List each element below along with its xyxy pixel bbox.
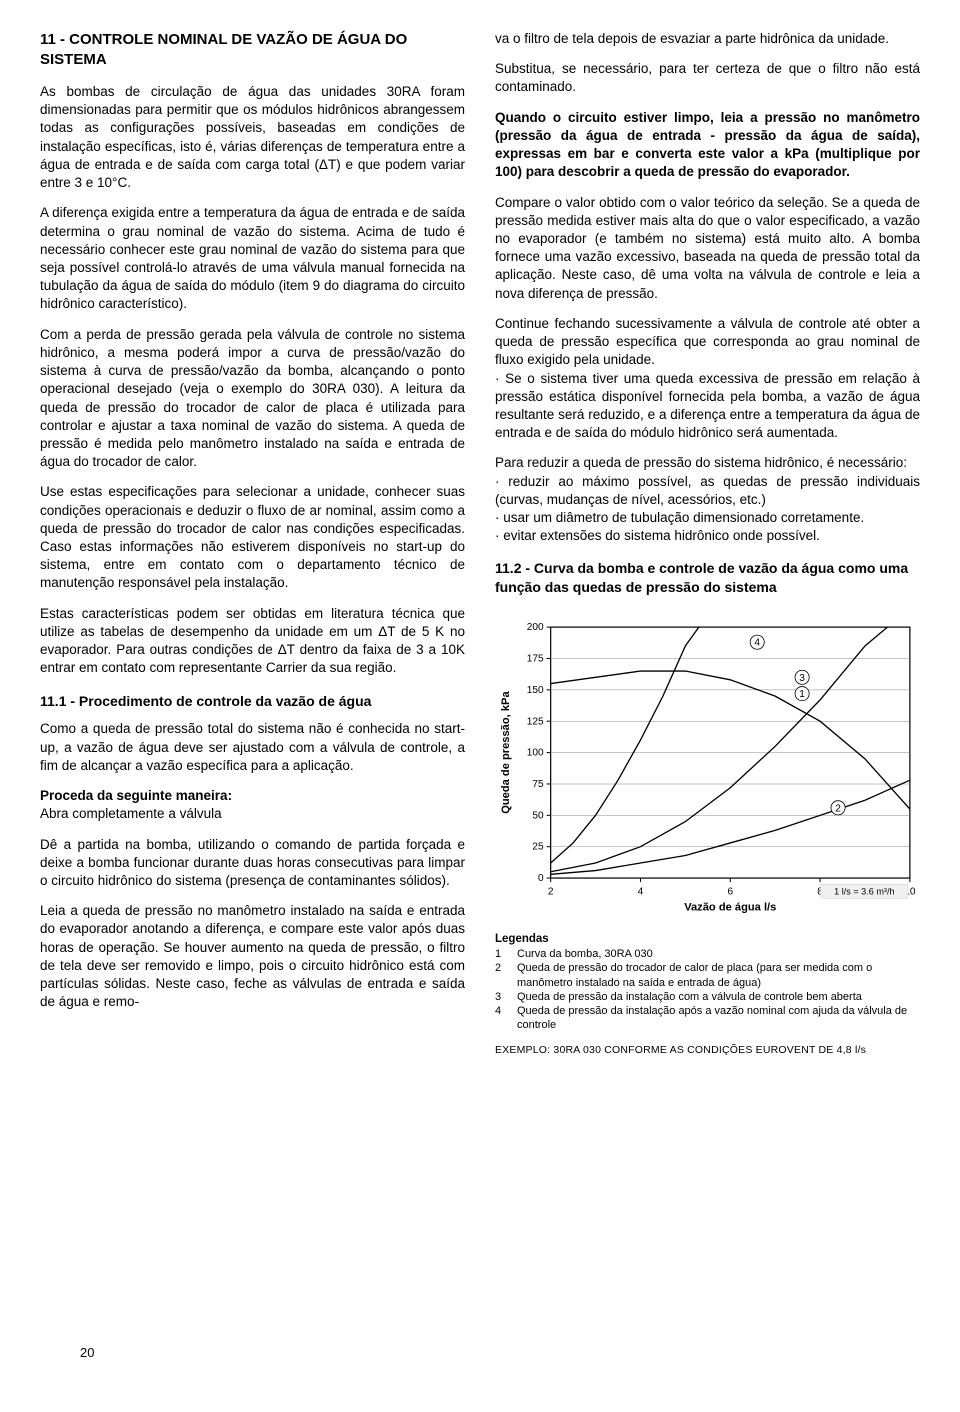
- chart-example-text: EXEMPLO: 30RA 030 CONFORME AS CONDIÇÕES …: [495, 1043, 920, 1057]
- proceed-label: Proceda da seguinte maneira:: [40, 788, 232, 803]
- svg-text:6: 6: [727, 887, 733, 898]
- paragraph: Continue fechando sucessivamente a válvu…: [495, 315, 920, 443]
- svg-text:150: 150: [527, 685, 544, 696]
- svg-text:75: 75: [532, 779, 544, 790]
- pressure-flow-chart: 0255075100125150175200246810Vazão de águ…: [495, 617, 920, 1057]
- legend-row: 4 Queda de pressão da instalação após a v…: [495, 1004, 920, 1033]
- paragraph: Compare o valor obtido com o valor teóri…: [495, 194, 920, 303]
- left-column: 11 - CONTROLE NOMINAL DE VAZÃO DE ÁGUA D…: [40, 30, 465, 1057]
- paragraph: Use estas especificações para selecionar…: [40, 483, 465, 592]
- legend-number: 4: [495, 1004, 507, 1033]
- paragraph-line: · usar um diâmetro de tubulação dimensio…: [495, 510, 864, 525]
- svg-text:2: 2: [548, 887, 554, 898]
- paragraph: va o filtro de tela depois de esvaziar a…: [495, 30, 920, 48]
- svg-text:1: 1: [799, 689, 805, 700]
- legend-number: 3: [495, 990, 507, 1004]
- legend-text: Curva da bomba, 30RA 030: [517, 947, 653, 961]
- svg-text:0: 0: [538, 873, 544, 884]
- legend-row: 3 Queda de pressão da instalação com a vá…: [495, 990, 920, 1004]
- legend-text: Queda de pressão do trocador de calor de…: [517, 961, 920, 990]
- paragraph: As bombas de circulação de água das unid…: [40, 83, 465, 192]
- paragraph: Substitua, se necessário, para ter certe…: [495, 60, 920, 96]
- svg-text:4: 4: [638, 887, 644, 898]
- paragraph: Leia a queda de pressão no manômetro ins…: [40, 902, 465, 1011]
- page-number: 20: [80, 1344, 94, 1362]
- section-11-2-title: 11.2 - Curva da bomba e controle de vazã…: [495, 559, 920, 597]
- svg-text:Queda de pressão, kPa: Queda de pressão, kPa: [500, 691, 512, 814]
- paragraph-line: · reduzir ao máximo possível, as quedas …: [495, 474, 920, 507]
- paragraph: Como a queda de pressão total do sistema…: [40, 720, 465, 775]
- paragraph: Para reduzir a queda de pressão do siste…: [495, 454, 920, 545]
- legend-number: 2: [495, 961, 507, 990]
- paragraph: Com a perda de pressão gerada pela válvu…: [40, 326, 465, 472]
- legend-text: Queda de pressão da instalação após a va…: [517, 1004, 920, 1033]
- svg-text:4: 4: [754, 638, 760, 649]
- paragraph-line: Continue fechando sucessivamente a válvu…: [495, 316, 920, 367]
- chart-legend: Legendas 1 Curva da bomba, 30RA 030 2 Queda…: [495, 932, 920, 1033]
- section-11-1-title: 11.1 - Procedimento de controle da vazão…: [40, 692, 465, 711]
- paragraph-line: · evitar extensões do sistema hidrônico …: [495, 528, 820, 543]
- svg-text:3: 3: [799, 673, 805, 684]
- paragraph-line: Abra completamente a válvula: [40, 806, 222, 821]
- section-11-title: 11 - CONTROLE NOMINAL DE VAZÃO DE ÁGUA D…: [40, 30, 465, 69]
- svg-text:2: 2: [835, 804, 841, 815]
- svg-text:175: 175: [527, 654, 544, 665]
- right-column: va o filtro de tela depois de esvaziar a…: [495, 30, 920, 1057]
- legend-title: Legendas: [495, 932, 920, 947]
- svg-text:25: 25: [532, 842, 544, 853]
- svg-text:50: 50: [532, 811, 544, 822]
- paragraph-line: Para reduzir a queda de pressão do siste…: [495, 455, 907, 470]
- legend-row: 2 Queda de pressão do trocador de calor d…: [495, 961, 920, 990]
- paragraph-bold: Quando o circuito estiver limpo, leia a …: [495, 109, 920, 182]
- paragraph: Estas características podem ser obtidas …: [40, 605, 465, 678]
- paragraph: Dê a partida na bomba, utilizando o coma…: [40, 836, 465, 891]
- legend-text: Queda de pressão da instalação com a vál…: [517, 990, 862, 1004]
- legend-row: 1 Curva da bomba, 30RA 030: [495, 947, 920, 961]
- paragraph-line: · Se o sistema tiver uma queda excessiva…: [495, 371, 920, 441]
- paragraph: A diferença exigida entre a temperatura …: [40, 204, 465, 313]
- legend-number: 1: [495, 947, 507, 961]
- svg-text:125: 125: [527, 717, 544, 728]
- svg-text:200: 200: [527, 622, 544, 633]
- svg-text:Vazão de água l/s: Vazão de água l/s: [684, 902, 776, 914]
- paragraph: Proceda da seguinte maneira: Abra comple…: [40, 787, 465, 823]
- svg-text:100: 100: [527, 748, 544, 759]
- svg-text:1 l/s = 3.6 m³/h: 1 l/s = 3.6 m³/h: [834, 887, 894, 897]
